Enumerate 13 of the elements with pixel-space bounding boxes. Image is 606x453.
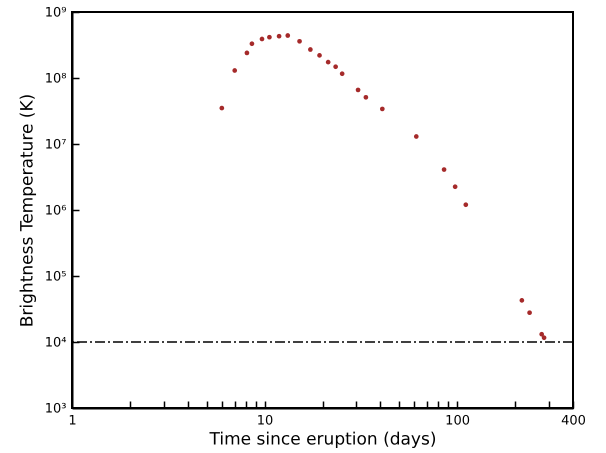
x-tick-label: 100 (445, 414, 470, 428)
y-tick-label: 10⁸ (44, 72, 66, 86)
y-tick-label: 10⁶ (44, 204, 66, 218)
y-tick-label: 10⁴ (44, 336, 66, 350)
y-axis-title: Brightness Temperature (K) (18, 94, 38, 328)
x-tick-label: 400 (561, 414, 586, 428)
x-axis-title: Time since eruption (days) (208, 430, 436, 450)
y-tick-label: 10³ (44, 402, 66, 416)
x-tick-label: 10 (256, 414, 274, 428)
y-tick-label: 10⁵ (44, 270, 66, 284)
y-tick-label: 10⁷ (44, 138, 66, 152)
x-tick-label: 1 (68, 414, 77, 428)
y-tick-label: 10⁹ (44, 6, 66, 20)
